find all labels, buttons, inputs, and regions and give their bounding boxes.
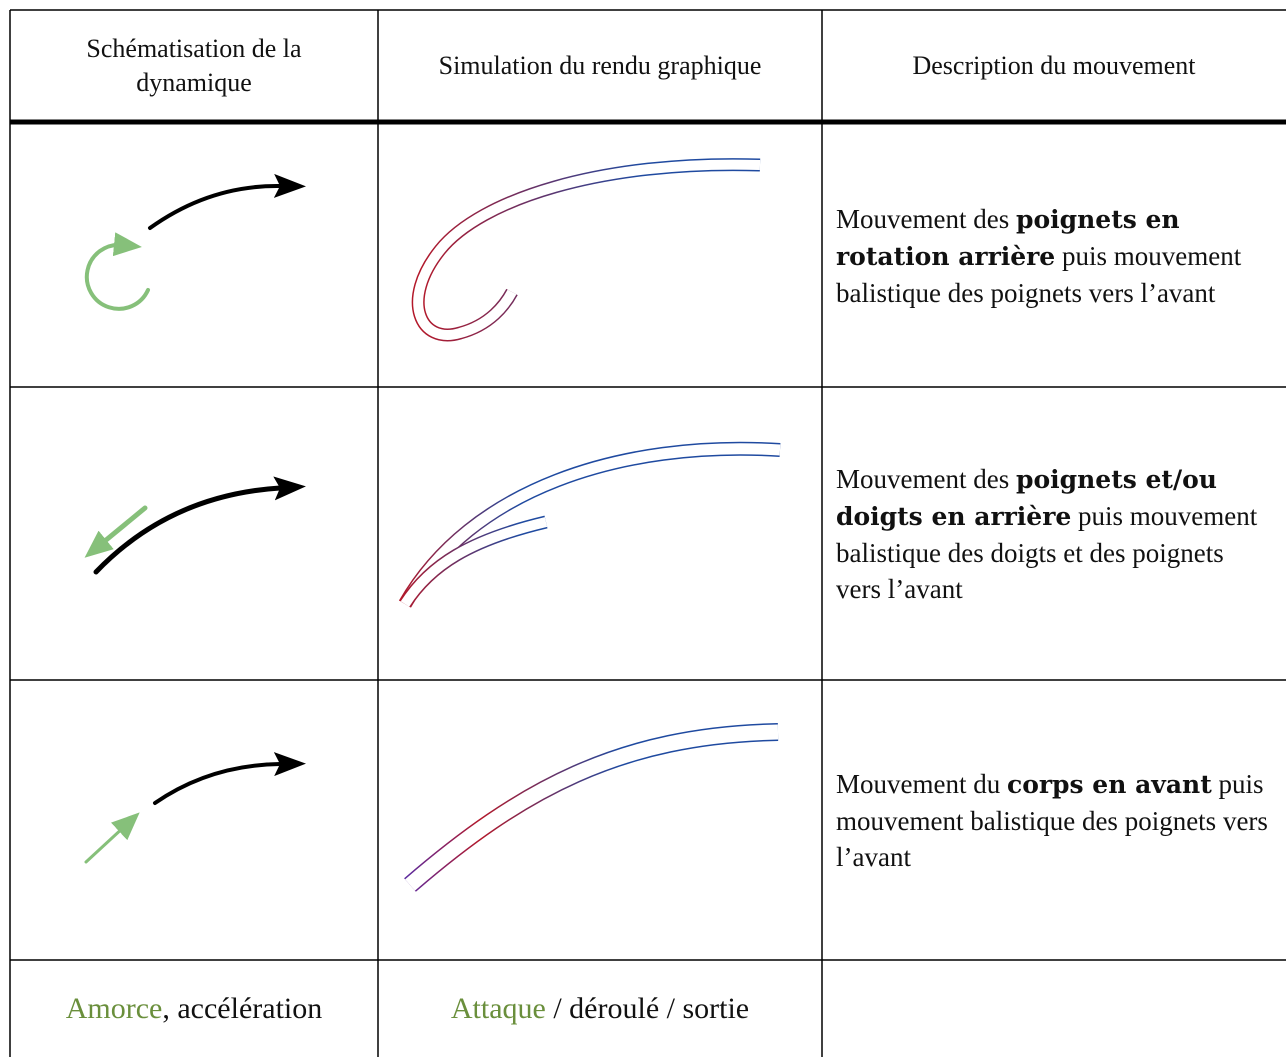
header-cell: Description du mouvement <box>912 51 1196 80</box>
header-cell: Schématisation de la dynamique <box>86 34 302 97</box>
text: , accélération <box>162 991 323 1025</box>
text: Mouvement des <box>836 463 1016 494</box>
simulations <box>398 158 781 892</box>
text: Mouvement du <box>836 768 1007 799</box>
text: puis mouvement balistique des doigts et … <box>836 500 1258 604</box>
header-cell: Simulation du rendu graphique <box>438 51 762 80</box>
text: puis mouvement balistique des poignets v… <box>836 240 1242 308</box>
description: Mouvement des poignets et/ou doigts en a… <box>822 387 1286 680</box>
footer-cell: Attaque / déroulé / sortie <box>378 960 822 1057</box>
description-text: Mouvement des poignets en rotation arriè… <box>836 201 1272 311</box>
description-text: Mouvement des poignets et/ou doigts en a… <box>836 461 1272 607</box>
emphasis: poignets et/ou doigts en arrière <box>836 464 1217 531</box>
highlight: Attaque <box>450 991 546 1025</box>
emphasis: poignets en rotation arrière <box>836 204 1180 271</box>
emphasis: corps en avant <box>1006 769 1212 799</box>
description-text: Mouvement du corps en avant puis mouveme… <box>836 766 1272 875</box>
description: Mouvement du corps en avant puis mouveme… <box>822 680 1286 960</box>
text: puis mouvement balistique des poignets v… <box>836 768 1268 872</box>
highlight: Amorce <box>65 991 163 1025</box>
table-borders <box>9 9 1286 1057</box>
description: Mouvement des poignets en rotation arriè… <box>822 124 1286 387</box>
footer-cell: Amorce, accélération <box>10 960 378 1057</box>
text: Mouvement des <box>836 203 1016 234</box>
text: / déroulé / sortie <box>545 991 750 1025</box>
schemas <box>84 173 306 864</box>
